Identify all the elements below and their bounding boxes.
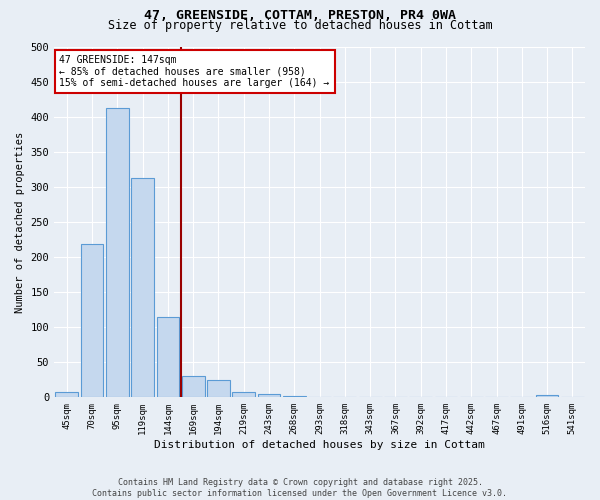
- Bar: [207, 380, 230, 398]
- Y-axis label: Number of detached properties: Number of detached properties: [15, 132, 25, 312]
- Bar: [131, 178, 154, 398]
- Bar: [334, 396, 356, 398]
- Text: 47, GREENSIDE, COTTAM, PRESTON, PR4 0WA: 47, GREENSIDE, COTTAM, PRESTON, PR4 0WA: [144, 9, 456, 22]
- Text: Size of property relative to detached houses in Cottam: Size of property relative to detached ho…: [107, 19, 493, 32]
- Bar: [55, 392, 78, 398]
- Bar: [232, 392, 255, 398]
- Bar: [106, 108, 129, 398]
- Bar: [157, 316, 179, 398]
- Bar: [283, 396, 305, 398]
- Bar: [257, 394, 280, 398]
- Text: 47 GREENSIDE: 147sqm
← 85% of detached houses are smaller (958)
15% of semi-deta: 47 GREENSIDE: 147sqm ← 85% of detached h…: [59, 56, 330, 88]
- Text: Contains HM Land Registry data © Crown copyright and database right 2025.
Contai: Contains HM Land Registry data © Crown c…: [92, 478, 508, 498]
- X-axis label: Distribution of detached houses by size in Cottam: Distribution of detached houses by size …: [154, 440, 485, 450]
- Bar: [182, 376, 205, 398]
- Bar: [536, 395, 559, 398]
- Bar: [81, 244, 103, 398]
